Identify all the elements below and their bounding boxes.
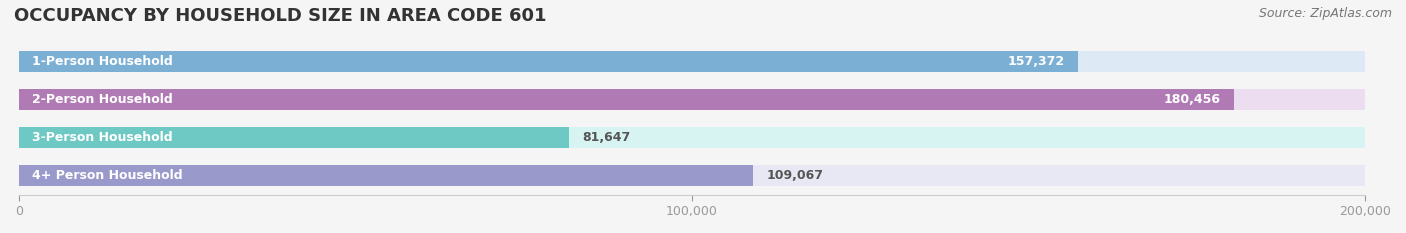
- Bar: [20, 51, 1365, 72]
- Text: 109,067: 109,067: [766, 169, 824, 182]
- Bar: [20, 89, 1233, 110]
- Bar: [20, 127, 1365, 148]
- Text: 157,372: 157,372: [1008, 55, 1064, 69]
- Bar: [20, 89, 1365, 110]
- Text: 180,456: 180,456: [1163, 93, 1220, 106]
- Bar: [20, 127, 568, 148]
- Bar: [20, 165, 1365, 186]
- Text: Source: ZipAtlas.com: Source: ZipAtlas.com: [1258, 7, 1392, 20]
- Bar: [20, 51, 1078, 72]
- Text: OCCUPANCY BY HOUSEHOLD SIZE IN AREA CODE 601: OCCUPANCY BY HOUSEHOLD SIZE IN AREA CODE…: [14, 7, 547, 25]
- Text: 2-Person Household: 2-Person Household: [32, 93, 173, 106]
- Text: 4+ Person Household: 4+ Person Household: [32, 169, 183, 182]
- Text: 1-Person Household: 1-Person Household: [32, 55, 173, 69]
- Text: 3-Person Household: 3-Person Household: [32, 131, 173, 144]
- Text: 81,647: 81,647: [582, 131, 630, 144]
- Bar: [20, 165, 754, 186]
